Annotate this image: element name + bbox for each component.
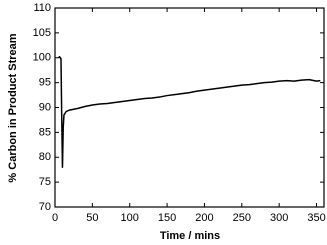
y-tick-label: 75 bbox=[39, 176, 51, 188]
y-tick-label: 105 bbox=[33, 27, 51, 39]
x-axis-title: Time / mins bbox=[160, 230, 220, 242]
y-tick-label: 85 bbox=[39, 126, 51, 138]
y-tick-label: 95 bbox=[39, 77, 51, 89]
x-tick-label: 250 bbox=[233, 212, 251, 224]
x-tick-label: 300 bbox=[270, 212, 288, 224]
plot-frame bbox=[54, 7, 325, 208]
y-tick-label: 90 bbox=[39, 101, 51, 113]
y-tick-label: 70 bbox=[39, 201, 51, 213]
y-tick-label: 110 bbox=[33, 2, 51, 14]
x-tick-label: 350 bbox=[307, 212, 325, 224]
data-line bbox=[58, 56, 321, 168]
x-tick-label: 100 bbox=[121, 212, 139, 224]
y-tick-label: 100 bbox=[33, 52, 51, 64]
x-tick-label: 200 bbox=[195, 212, 213, 224]
y-axis-title: % Carbon in Product Stream bbox=[7, 33, 19, 182]
x-tick-label: 0 bbox=[52, 212, 58, 224]
y-tick-label: 80 bbox=[39, 151, 51, 163]
x-tick-label: 50 bbox=[86, 212, 98, 224]
x-tick-label: 150 bbox=[158, 212, 176, 224]
